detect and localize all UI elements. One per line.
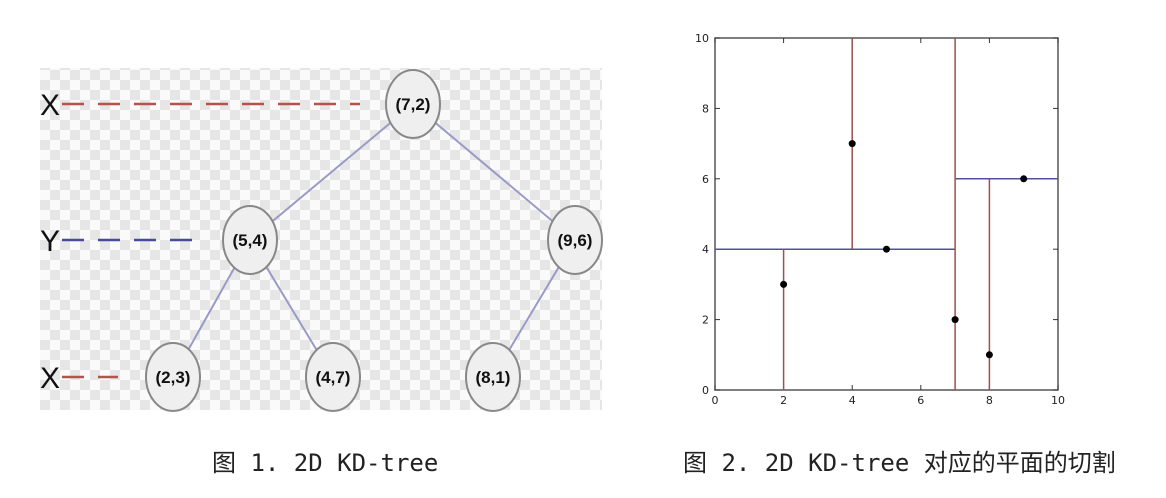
tree-node: (7,2) <box>385 69 441 139</box>
kd-tree-diagram: X Y X (7,2) (5,4) (9,6) (2,3) (4,7) (8,1) <box>40 68 603 412</box>
tree-node: (8,1) <box>465 342 521 412</box>
y-tick-label: 8 <box>702 102 709 115</box>
data-point <box>1020 175 1028 183</box>
data-point <box>780 280 788 288</box>
tree-edge <box>412 103 576 241</box>
tree-node: (5,4) <box>222 205 278 275</box>
y-tick-label: 2 <box>702 314 709 327</box>
tree-node: (9,6) <box>547 205 603 275</box>
tree-node-circle <box>305 342 361 412</box>
tree-node-label: (7,2) <box>396 95 431 114</box>
tree-node-circle <box>547 205 603 275</box>
tree-node: (4,7) <box>305 342 361 412</box>
tree-edge <box>249 103 414 241</box>
tree-node-label: (9,6) <box>558 231 593 250</box>
tree-node-circle <box>145 342 201 412</box>
data-point <box>883 245 890 253</box>
data-point <box>848 140 856 148</box>
split-axis-label: Y <box>40 225 60 258</box>
x-tick-label: 6 <box>917 394 924 407</box>
x-tick-label: 8 <box>986 394 993 407</box>
data-point <box>951 316 959 324</box>
x-tick-label: 2 <box>780 394 787 407</box>
tree-node-label: (8,1) <box>476 368 511 387</box>
plane-partition-plot: 0 2 4 6 8 10 0 2 4 6 8 10 <box>695 32 1065 407</box>
tree-node-circle <box>222 205 278 275</box>
y-tick-label: 4 <box>702 243 709 256</box>
figure1-caption: 图 1. 2D KD-tree <box>212 449 439 477</box>
data-point <box>985 351 993 359</box>
plot-frame <box>714 37 1059 391</box>
tree-node: (2,3) <box>145 342 201 412</box>
tree-node-label: (4,7) <box>316 368 351 387</box>
figure2-caption: 图 2. 2D KD-tree 对应的平面的切割 <box>683 449 1116 477</box>
y-tick-label: 10 <box>695 32 709 45</box>
x-tick-label: 0 <box>712 394 719 407</box>
tree-node-circle <box>465 342 521 412</box>
x-tick-label: 4 <box>849 394 856 407</box>
y-tick-label: 6 <box>702 173 709 186</box>
split-axis-label: X <box>40 89 60 122</box>
tree-node-label: (2,3) <box>156 368 191 387</box>
tree-node-label: (5,4) <box>233 231 268 250</box>
y-tick-label: 0 <box>702 384 709 397</box>
split-axis-label: X <box>40 362 60 395</box>
x-tick-label: 10 <box>1051 394 1065 407</box>
tree-node-circle <box>385 69 441 139</box>
